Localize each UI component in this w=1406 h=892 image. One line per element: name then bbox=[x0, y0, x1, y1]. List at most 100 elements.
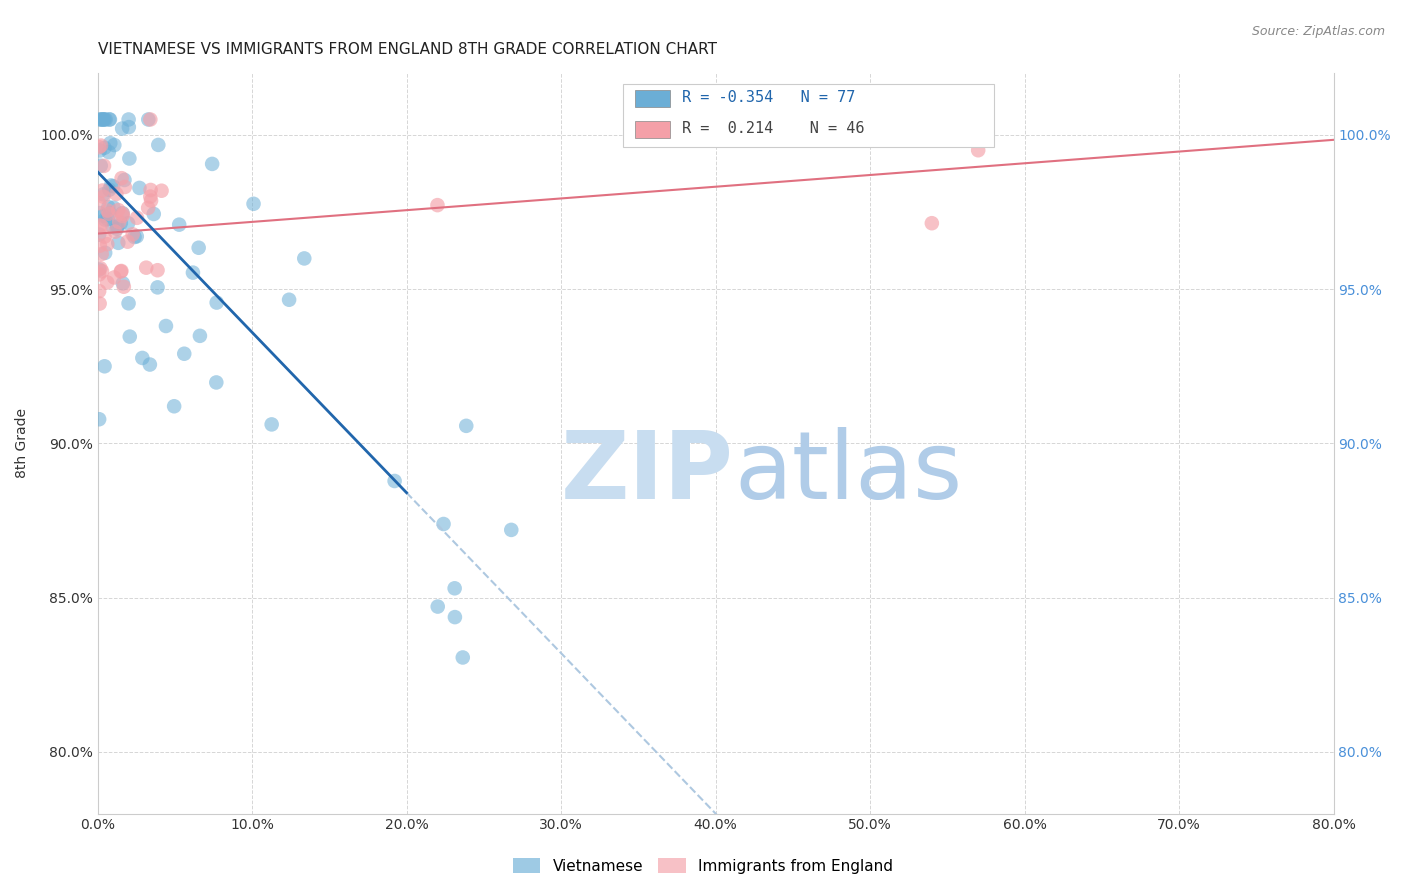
Point bbox=[967, 143, 990, 157]
Point bbox=[89, 112, 111, 127]
Point bbox=[89, 140, 111, 154]
Point bbox=[98, 112, 121, 127]
Point bbox=[167, 218, 190, 232]
Point bbox=[426, 198, 449, 212]
Point bbox=[384, 474, 406, 488]
Point bbox=[98, 183, 121, 197]
Point bbox=[96, 237, 118, 252]
Point bbox=[97, 145, 120, 160]
Point bbox=[89, 268, 111, 282]
Point bbox=[91, 184, 114, 198]
FancyBboxPatch shape bbox=[636, 121, 669, 137]
Point bbox=[173, 347, 195, 361]
Point bbox=[111, 277, 134, 291]
Point bbox=[93, 112, 115, 127]
Point bbox=[89, 262, 111, 277]
Point bbox=[89, 227, 111, 242]
Text: atlas: atlas bbox=[734, 427, 962, 519]
Point bbox=[142, 207, 165, 221]
Point bbox=[97, 207, 120, 221]
Point bbox=[443, 582, 465, 596]
Point bbox=[118, 152, 141, 166]
Point bbox=[117, 112, 139, 127]
Point bbox=[89, 219, 111, 233]
Point bbox=[187, 241, 209, 255]
Point bbox=[118, 329, 141, 343]
Point bbox=[139, 189, 162, 203]
Point bbox=[93, 159, 115, 173]
Point bbox=[146, 263, 169, 277]
Text: ZIP: ZIP bbox=[561, 427, 734, 519]
Point bbox=[117, 216, 139, 230]
Point bbox=[110, 171, 132, 186]
FancyBboxPatch shape bbox=[636, 90, 669, 106]
Point bbox=[124, 230, 146, 244]
Point bbox=[146, 280, 169, 294]
Point bbox=[93, 141, 115, 155]
Point bbox=[89, 296, 111, 310]
Point bbox=[118, 120, 141, 134]
Point bbox=[131, 351, 153, 365]
Point bbox=[188, 329, 211, 343]
Point bbox=[155, 318, 177, 333]
Point bbox=[150, 184, 173, 198]
Point bbox=[91, 112, 114, 127]
Point bbox=[98, 206, 121, 220]
Point bbox=[114, 180, 136, 194]
Point bbox=[90, 112, 112, 127]
Point bbox=[89, 238, 111, 252]
Point bbox=[91, 112, 114, 127]
Point bbox=[94, 245, 117, 260]
Point bbox=[98, 136, 121, 151]
Point bbox=[426, 599, 449, 614]
Point bbox=[97, 200, 120, 214]
Point bbox=[90, 247, 112, 261]
Point bbox=[121, 227, 143, 242]
Point bbox=[135, 260, 157, 275]
Point bbox=[96, 203, 118, 218]
Point bbox=[201, 157, 224, 171]
Point bbox=[89, 196, 111, 211]
Point bbox=[125, 211, 148, 225]
Point bbox=[108, 215, 131, 229]
Point bbox=[117, 296, 139, 310]
Point bbox=[93, 229, 115, 244]
Point bbox=[101, 219, 124, 234]
Point bbox=[98, 112, 121, 127]
Point bbox=[451, 650, 474, 665]
Point bbox=[456, 418, 478, 433]
Legend: Vietnamese, Immigrants from England: Vietnamese, Immigrants from England bbox=[506, 852, 900, 880]
Point bbox=[90, 159, 112, 173]
Point bbox=[105, 219, 128, 234]
Point bbox=[90, 138, 112, 153]
Point bbox=[93, 209, 115, 223]
Point bbox=[139, 358, 162, 372]
Point bbox=[139, 194, 162, 208]
Point bbox=[105, 186, 128, 201]
Point bbox=[93, 112, 115, 127]
Point bbox=[139, 183, 162, 197]
Point bbox=[103, 201, 125, 215]
Point bbox=[111, 207, 134, 221]
Point bbox=[103, 138, 125, 153]
Point bbox=[107, 235, 129, 250]
Point bbox=[90, 219, 112, 234]
Point bbox=[89, 284, 111, 298]
Point bbox=[104, 225, 127, 239]
Point bbox=[111, 121, 134, 136]
Point bbox=[444, 610, 467, 624]
Point bbox=[125, 229, 148, 244]
Point bbox=[89, 412, 111, 426]
Text: VIETNAMESE VS IMMIGRANTS FROM ENGLAND 8TH GRADE CORRELATION CHART: VIETNAMESE VS IMMIGRANTS FROM ENGLAND 8T… bbox=[97, 42, 717, 57]
Point bbox=[111, 209, 134, 223]
Point bbox=[93, 359, 115, 374]
Point bbox=[114, 173, 136, 187]
FancyBboxPatch shape bbox=[623, 85, 994, 147]
Text: Source: ZipAtlas.com: Source: ZipAtlas.com bbox=[1251, 25, 1385, 38]
Point bbox=[432, 516, 454, 531]
Point bbox=[260, 417, 283, 432]
Point bbox=[107, 203, 129, 218]
Point bbox=[91, 264, 114, 278]
Point bbox=[89, 144, 111, 158]
Point bbox=[93, 187, 115, 202]
